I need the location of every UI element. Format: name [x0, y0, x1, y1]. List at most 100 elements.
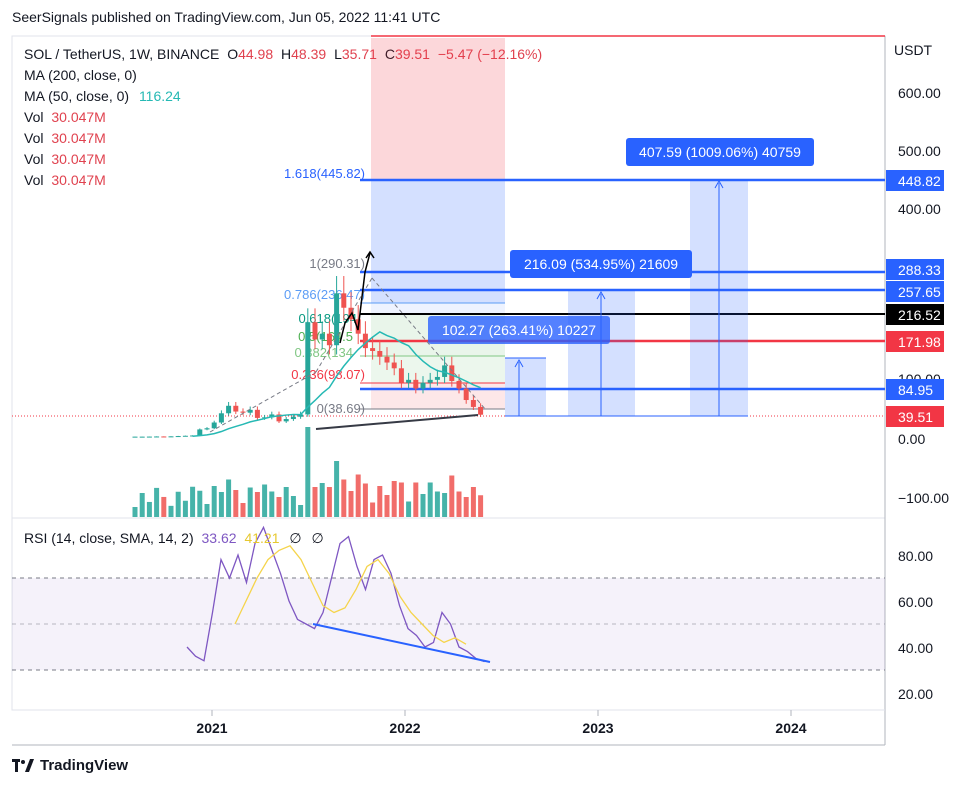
candle[interactable]: [406, 379, 412, 383]
measure-label[interactable]: [510, 250, 692, 278]
candle[interactable]: [154, 436, 160, 438]
candle[interactable]: [226, 405, 232, 414]
candle[interactable]: [398, 368, 404, 383]
candle[interactable]: [420, 382, 426, 389]
vol-row[interactable]: Vol 30.047M: [24, 170, 542, 191]
candle[interactable]: [218, 413, 224, 423]
candle[interactable]: [168, 436, 174, 438]
price-axis-unit: USDT: [894, 42, 933, 58]
projection-box[interactable]: [505, 358, 546, 416]
fib-trend-dashed: [371, 277, 487, 411]
high-label: H: [281, 46, 292, 62]
price-badge-text: 448.82: [898, 173, 941, 189]
candle[interactable]: [442, 365, 448, 377]
rsi-ma-line[interactable]: [234, 545, 467, 645]
volume-bar: [168, 505, 174, 517]
candle[interactable]: [290, 416, 296, 420]
price-tick: 500.00: [898, 143, 941, 159]
price-badge: [886, 304, 944, 325]
candle[interactable]: [326, 333, 332, 346]
volume-bar: [427, 482, 433, 517]
candle[interactable]: [182, 435, 188, 437]
time-tick: 2021: [196, 720, 227, 736]
price-badge-text: 84.95: [898, 382, 933, 398]
candle[interactable]: [161, 436, 167, 438]
elliott-path[interactable]: [339, 252, 371, 344]
candle[interactable]: [247, 409, 253, 413]
candle[interactable]: [211, 422, 217, 429]
candle[interactable]: [434, 376, 440, 380]
candle[interactable]: [204, 428, 210, 430]
candle[interactable]: [305, 322, 311, 415]
volume-bar: [161, 496, 167, 517]
volume-bar: [233, 490, 239, 517]
vol-row[interactable]: Vol 30.047M: [24, 149, 542, 170]
ma200-line[interactable]: [192, 330, 481, 438]
candle[interactable]: [370, 348, 376, 351]
candle[interactable]: [269, 414, 275, 418]
ma50-row[interactable]: MA (50, close, 0) 116.24: [24, 86, 542, 107]
measure-label[interactable]: [428, 316, 610, 344]
candle[interactable]: [139, 436, 145, 438]
candle[interactable]: [427, 379, 433, 383]
support-trendline[interactable]: [315, 414, 479, 430]
footer-brand[interactable]: TradingView: [12, 757, 128, 774]
candle[interactable]: [319, 333, 325, 340]
candle[interactable]: [298, 414, 304, 417]
symbol-name[interactable]: SOL / TetherUS, 1W, BINANCE: [24, 46, 220, 62]
vol-row[interactable]: Vol 30.047M: [24, 107, 542, 128]
candle[interactable]: [463, 388, 469, 401]
price-badge-text: 39.51: [898, 409, 933, 425]
candle[interactable]: [391, 362, 397, 369]
price-badge: [886, 406, 944, 427]
volume-bar: [470, 487, 476, 517]
measure-label[interactable]: [626, 138, 814, 166]
volume-bar: [175, 491, 181, 517]
vol-value: 30.047M: [51, 151, 106, 167]
candle[interactable]: [240, 411, 246, 413]
candle[interactable]: [146, 436, 152, 438]
rsi-divergence-line[interactable]: [312, 623, 491, 663]
candle[interactable]: [341, 293, 347, 308]
candle[interactable]: [132, 436, 138, 438]
candle[interactable]: [470, 400, 476, 407]
short-position-risk-zone[interactable]: [371, 38, 505, 180]
volume-bar: [240, 503, 246, 517]
candle[interactable]: [254, 409, 260, 418]
candle[interactable]: [478, 406, 484, 415]
volume-bar: [283, 487, 289, 517]
candle[interactable]: [276, 414, 282, 422]
ma200-label: MA (200, close, 0): [24, 67, 137, 83]
candle[interactable]: [384, 356, 390, 363]
candle[interactable]: [456, 380, 462, 389]
candle[interactable]: [312, 322, 318, 340]
rsi-legend[interactable]: RSI (14, close, SMA, 14, 2) 33.62 41.21 …: [24, 530, 324, 547]
publisher-line: SeerSignals published on TradingView.com…: [12, 9, 441, 25]
candle[interactable]: [334, 293, 340, 346]
candle[interactable]: [362, 333, 368, 349]
rsi-ma-value: 41.21: [244, 530, 280, 546]
volume-bar: [406, 501, 412, 517]
tradingview-brand: TradingView: [40, 757, 129, 774]
candle[interactable]: [377, 350, 383, 357]
fib-label: 1.618(445.82): [284, 166, 365, 181]
candle[interactable]: [197, 429, 203, 436]
candle[interactable]: [413, 379, 419, 389]
volume-bar: [384, 495, 390, 517]
symbol-row: SOL / TetherUS, 1W, BINANCE O44.98 H48.3…: [24, 44, 542, 65]
candle[interactable]: [175, 436, 181, 438]
volume-bar: [362, 483, 368, 517]
fib-trend-dashed: [209, 371, 317, 433]
candle[interactable]: [233, 405, 239, 412]
price-badge: [886, 331, 944, 352]
long-position-target-zone[interactable]: [371, 180, 505, 303]
candle[interactable]: [449, 365, 455, 381]
ma200-row[interactable]: MA (200, close, 0): [24, 65, 542, 86]
volume-bar: [218, 492, 224, 517]
vol-row[interactable]: Vol 30.047M: [24, 128, 542, 149]
volume-bar: [269, 491, 275, 517]
arrow-head-icon: [596, 290, 606, 300]
rsi-value: 33.62: [201, 530, 237, 546]
candle[interactable]: [283, 419, 289, 422]
